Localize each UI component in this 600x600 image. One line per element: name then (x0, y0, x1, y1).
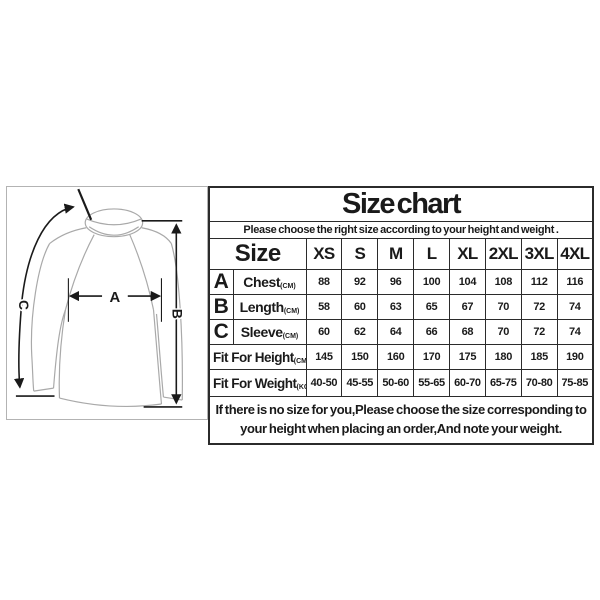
row-label: Fit For Height(CM) (208, 344, 307, 370)
column-header-xl: XL (449, 238, 486, 270)
value-cell: 55-65 (413, 369, 450, 397)
value-cell: 75-85 (556, 369, 594, 397)
row-label-text: Chest (243, 274, 281, 290)
value-cell: 150 (341, 344, 379, 370)
value-cell: 116 (556, 269, 594, 295)
value-cell: 108 (484, 269, 522, 295)
value-cell: 74 (556, 319, 594, 345)
value-cell: 96 (377, 269, 415, 295)
value-cell: 70 (484, 294, 522, 320)
value-cell: 40-50 (305, 369, 343, 397)
value-cell: 70 (484, 319, 522, 345)
size-chart-table: Size chart Please choose the right size … (208, 186, 594, 445)
value-cell: 104 (449, 269, 486, 295)
row-unit: (KG) (296, 383, 306, 391)
row-unit: (CM) (280, 283, 296, 290)
note-line-2: your height when placing an order,And no… (240, 420, 562, 436)
value-cell: 185 (520, 344, 558, 370)
value-cell: 60 (305, 319, 343, 345)
value-cell: 64 (377, 319, 415, 345)
table-row: Please choose the right size according t… (208, 221, 594, 239)
row-label: Chest(CM) (232, 269, 307, 295)
measure-c-label: C (16, 300, 32, 310)
table-header-row: Size XS S M L XL 2XL 3XL 4XL (208, 238, 594, 270)
value-cell: 67 (449, 294, 486, 320)
value-cell: 74 (556, 294, 594, 320)
value-cell: 60 (341, 294, 379, 320)
measure-c-arrows (13, 203, 75, 397)
value-cell: 65-75 (484, 369, 522, 397)
value-cell: 145 (305, 344, 343, 370)
value-cell: 65 (413, 294, 450, 320)
table-row: Size chart (208, 186, 594, 222)
measure-b-label: B (170, 309, 186, 319)
table-row-note: If there is no size for you,Please choos… (208, 396, 594, 444)
shirt-diagram: A B C (13, 188, 187, 408)
value-cell: 62 (341, 319, 379, 345)
shirt-outline (30, 208, 183, 408)
value-cell: 50-60 (377, 369, 415, 397)
row-key: A (208, 269, 234, 295)
value-cell: 63 (377, 294, 415, 320)
value-cell: 66 (413, 319, 450, 345)
row-label-text: Sleeve (240, 324, 283, 340)
row-unit: (CM) (283, 308, 300, 315)
value-cell: 170 (413, 344, 450, 370)
value-cell: 45-55 (341, 369, 379, 397)
value-cell: 68 (449, 319, 486, 345)
measure-a-label: A (110, 290, 121, 306)
value-cell: 180 (484, 344, 522, 370)
value-cell: 70-80 (520, 369, 558, 397)
subtitle-text: Please choose the right size according t… (208, 221, 594, 239)
collar-pointer-line (77, 188, 93, 221)
shirt-diagram-panel: A B C (6, 186, 208, 420)
value-cell: 100 (413, 269, 450, 295)
value-cell: 190 (556, 344, 594, 370)
value-cell: 60-70 (449, 369, 486, 397)
column-header-4xl: 4XL (556, 238, 594, 270)
size-column-header: Size (208, 238, 307, 270)
column-header-l: L (413, 238, 450, 270)
value-cell: 92 (341, 269, 379, 295)
value-cell: 58 (305, 294, 343, 320)
row-label: Sleeve(CM) (232, 319, 307, 345)
table-row-fit-height: Fit For Height(CM) 145 150 160 170 175 1… (208, 344, 594, 370)
column-header-2xl: 2XL (484, 238, 522, 270)
row-label: Length(CM) (232, 294, 307, 320)
note-line-1: If there is no size for you,Please choos… (215, 401, 587, 417)
table-row-chest: A Chest(CM) 88 92 96 100 104 108 112 116 (208, 269, 594, 295)
value-cell: 72 (520, 294, 558, 320)
row-label: Fit For Weight(KG) (208, 369, 307, 397)
table-row-fit-weight: Fit For Weight(KG) 40-50 45-55 50-60 55-… (208, 369, 594, 397)
value-cell: 175 (449, 344, 486, 370)
row-key: B (208, 294, 234, 320)
column-header-m: M (377, 238, 415, 270)
row-label-text: Fit For Height (213, 349, 294, 365)
measure-b-arrows (141, 220, 183, 408)
page-title: Size chart (208, 186, 594, 222)
value-cell: 112 (520, 269, 558, 295)
value-cell: 160 (377, 344, 415, 370)
row-label-text: Fit For Weight (213, 375, 297, 391)
row-unit: (CM) (282, 333, 299, 340)
column-header-xs: XS (305, 238, 343, 270)
row-key: C (208, 319, 234, 345)
row-label-text: Length (239, 299, 285, 315)
table-row-length: B Length(CM) 58 60 63 65 67 70 72 74 (208, 294, 594, 320)
column-header-s: S (341, 238, 379, 270)
column-header-3xl: 3XL (520, 238, 558, 270)
value-cell: 72 (520, 319, 558, 345)
note-text: If there is no size for you,Please choos… (208, 396, 594, 444)
row-unit: (CM) (293, 357, 305, 365)
table-row-sleeve: C Sleeve(CM) 60 62 64 66 68 70 72 74 (208, 319, 594, 345)
value-cell: 88 (305, 269, 343, 295)
